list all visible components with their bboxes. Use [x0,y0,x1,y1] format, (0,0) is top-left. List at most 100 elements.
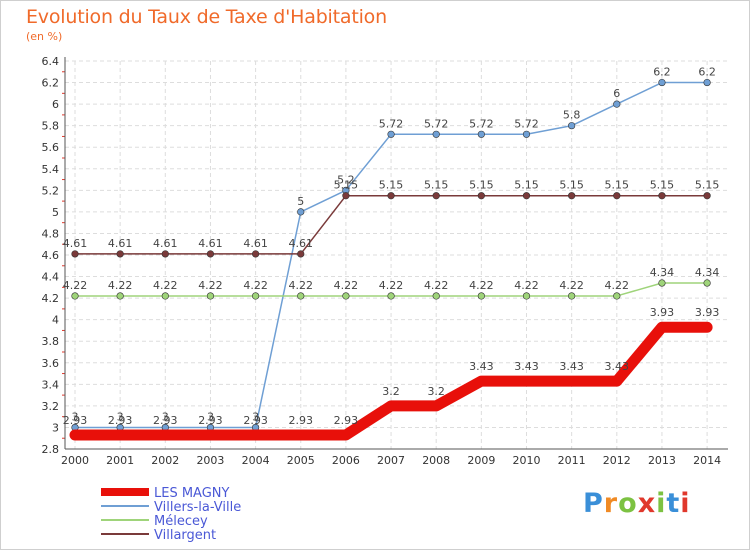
data-label: 5.2 [337,173,355,186]
data-label: 4.22 [243,279,268,292]
data-label: 2.93 [198,414,223,427]
data-labels: 2.93 2.93 2.93 2.93 2.93 2.93 2.93 3.2 3.2 3.43 3.… [63,66,720,427]
series-marker [522,130,531,138]
legend-label: Villers-la-Ville [154,500,241,515]
y-tick-label: 5.6 [42,141,60,154]
series-marker [432,192,440,200]
legend: LES MAGNYVillers-la-VilleMéleceyVillarge… [101,486,241,543]
series-marker [658,279,666,287]
data-label: 3.43 [469,360,494,373]
series-marker [477,292,485,300]
series-marker [477,192,485,200]
series-marker [703,78,711,87]
x-tick-label: 2008 [422,454,450,467]
data-label: 4.22 [153,279,178,292]
series-marker [206,250,215,258]
data-label: 3.43 [605,360,630,373]
y-tick-label: 5.2 [42,184,60,197]
data-label: 5.15 [514,179,539,192]
x-tick-label: 2005 [287,454,315,467]
x-tick-label: 2004 [242,454,270,467]
series-marker [297,208,305,216]
data-label: 4.22 [469,279,494,292]
x-tick-label: 2009 [467,454,495,467]
series-marker [387,130,395,138]
series-marker [703,279,711,287]
logo-letter: o [618,488,638,519]
data-label: 5.15 [605,179,630,192]
x-tick-label: 2013 [648,454,676,467]
y-tick-label: 4.4 [42,271,60,284]
data-label: 4.22 [379,279,404,292]
legend-label: Mélecey [154,514,208,529]
data-label: 3.43 [514,360,539,373]
data-label: 5.72 [469,117,494,130]
chart-subtitle: (en %) [26,30,63,43]
data-label: 3 [72,410,79,423]
data-label: 3.2 [427,385,445,398]
data-label: 5.15 [650,179,675,192]
data-label: 4.22 [63,279,88,292]
series-marker [703,192,711,200]
x-tick-label: 2011 [558,454,586,467]
logo-letter: P [583,488,604,519]
proxiti-logo: Proxiti [583,488,691,519]
series-marker [161,250,169,258]
x-tick-label: 2007 [377,454,405,467]
logo-letter: r [603,488,619,519]
series-marker [161,292,169,300]
series-line-0 [69,321,713,441]
data-label: 4.34 [650,266,675,279]
y-tick-label: 4 [52,314,59,327]
logo-letter: t [666,488,681,519]
series-marker [387,192,395,200]
data-label: 4.61 [289,237,314,250]
data-label: 4.61 [108,237,133,250]
series-marker [297,292,305,300]
data-label: 3 [207,410,214,423]
data-label: 3 [162,410,169,423]
series-marker [252,292,260,300]
data-label: 3 [252,410,259,423]
data-label: 6 [613,87,620,100]
series-marker [477,130,485,138]
data-label: 2.93 [243,414,268,427]
data-label: 2.93 [108,414,133,427]
y-tick-label: 6 [52,98,59,111]
data-label: 3 [117,410,124,423]
x-tick-label: 2001 [106,454,134,467]
data-label: 5.8 [563,109,581,122]
x-tick-label: 2002 [151,454,179,467]
data-label: 5 [297,195,304,208]
x-tick-label: 2014 [693,454,721,467]
series-marker [522,292,531,300]
chart-title: Evolution du Taux de Taxe d'Habitation [26,6,387,28]
data-label: 6.2 [698,66,716,79]
data-label: 4.22 [559,279,584,292]
y-tick-label: 4.2 [42,292,60,305]
data-label: 2.93 [63,414,88,427]
data-label: 5.72 [379,117,404,130]
series-marker [116,292,124,300]
data-label: 4.61 [198,237,223,250]
series-marker [71,292,79,300]
data-label: 2.93 [289,414,314,427]
data-label: 3.43 [559,360,584,373]
series-marker [613,292,621,300]
series-marker [568,192,576,200]
y-tick-label: 5.8 [42,120,60,133]
data-label: 5.15 [695,179,720,192]
series-marker [116,250,124,258]
y-tick-label: 6.2 [42,77,60,90]
y-tick-label: 3.8 [42,335,60,348]
series-marker [568,292,576,300]
data-label: 6.2 [653,66,671,79]
data-label: 4.22 [198,279,223,292]
y-tick-label: 3.2 [42,400,60,413]
data-label: 5.15 [334,179,359,192]
data-label: 4.22 [424,279,449,292]
series-marker [387,292,395,300]
logo-letter: i [680,488,691,519]
